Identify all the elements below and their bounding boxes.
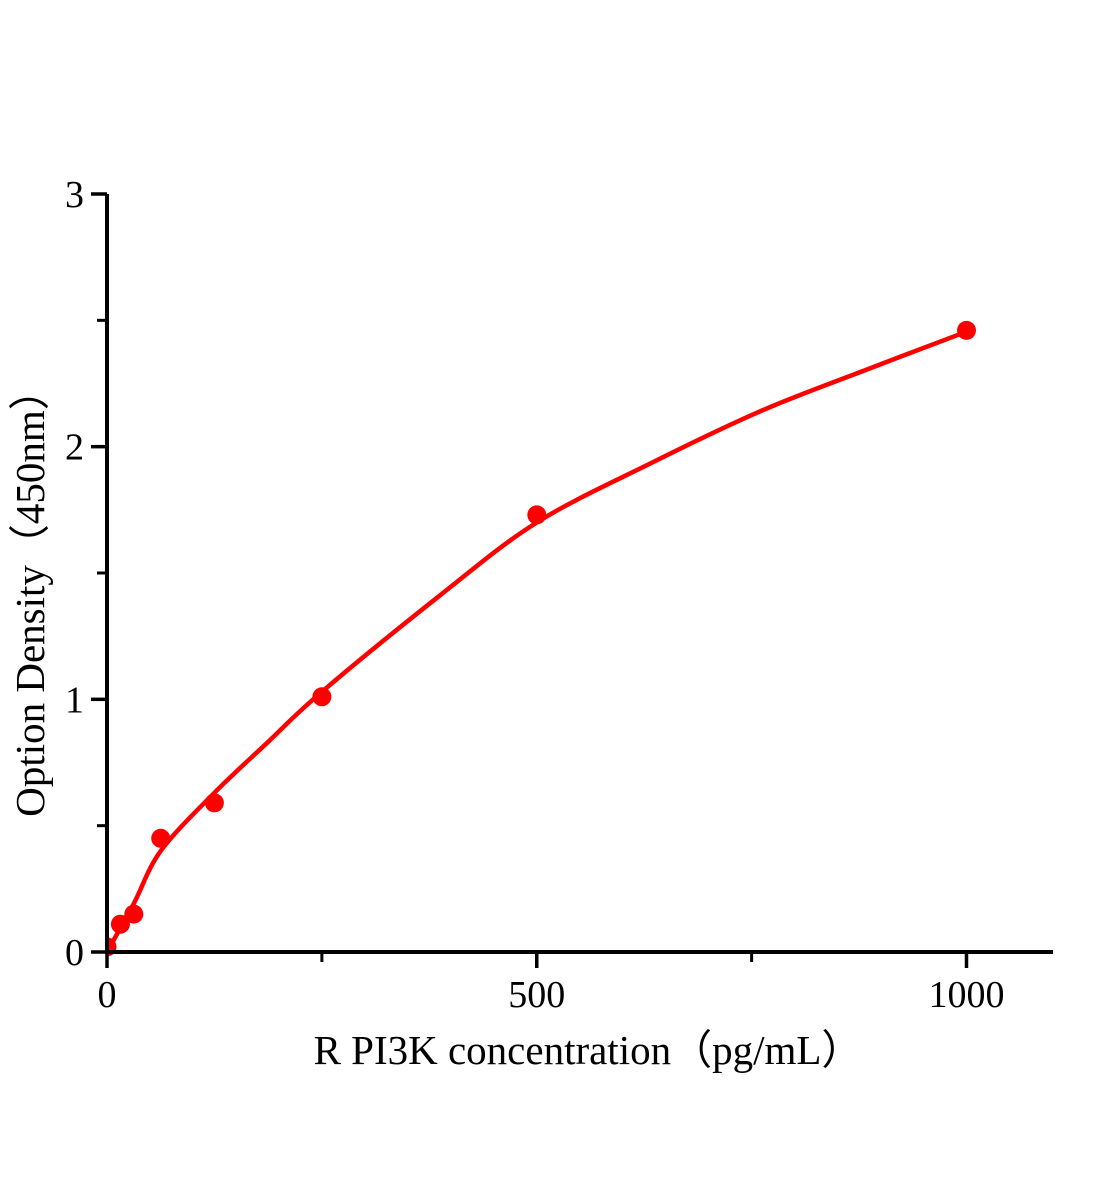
x-tick-label: 1000: [929, 974, 1005, 1016]
data-point: [312, 687, 332, 707]
y-tick-label: 2: [65, 427, 84, 469]
y-tick-label: 1: [65, 679, 84, 721]
fit-curve-layer: [105, 329, 969, 955]
x-axis-title: R PI3K concentration（pg/mL）: [314, 1027, 863, 1073]
data-point: [124, 904, 144, 924]
data-point: [527, 505, 547, 525]
tick-labels-layer: 0 500 1000 0 1 2 3: [65, 174, 1005, 1016]
axes-layer: [91, 192, 1053, 968]
data-point: [151, 828, 171, 848]
y-tick-label: 3: [65, 174, 84, 216]
data-point: [204, 793, 224, 813]
x-tick-label: 0: [98, 974, 117, 1016]
y-axis-title: Option Density（450nm）: [7, 369, 53, 817]
x-tick-label: 500: [508, 974, 565, 1016]
y-tick-label: 0: [65, 932, 84, 974]
data-point: [957, 320, 976, 340]
data-points-layer: [105, 320, 976, 957]
data-point: [110, 914, 130, 934]
fit-curve: [105, 329, 969, 955]
